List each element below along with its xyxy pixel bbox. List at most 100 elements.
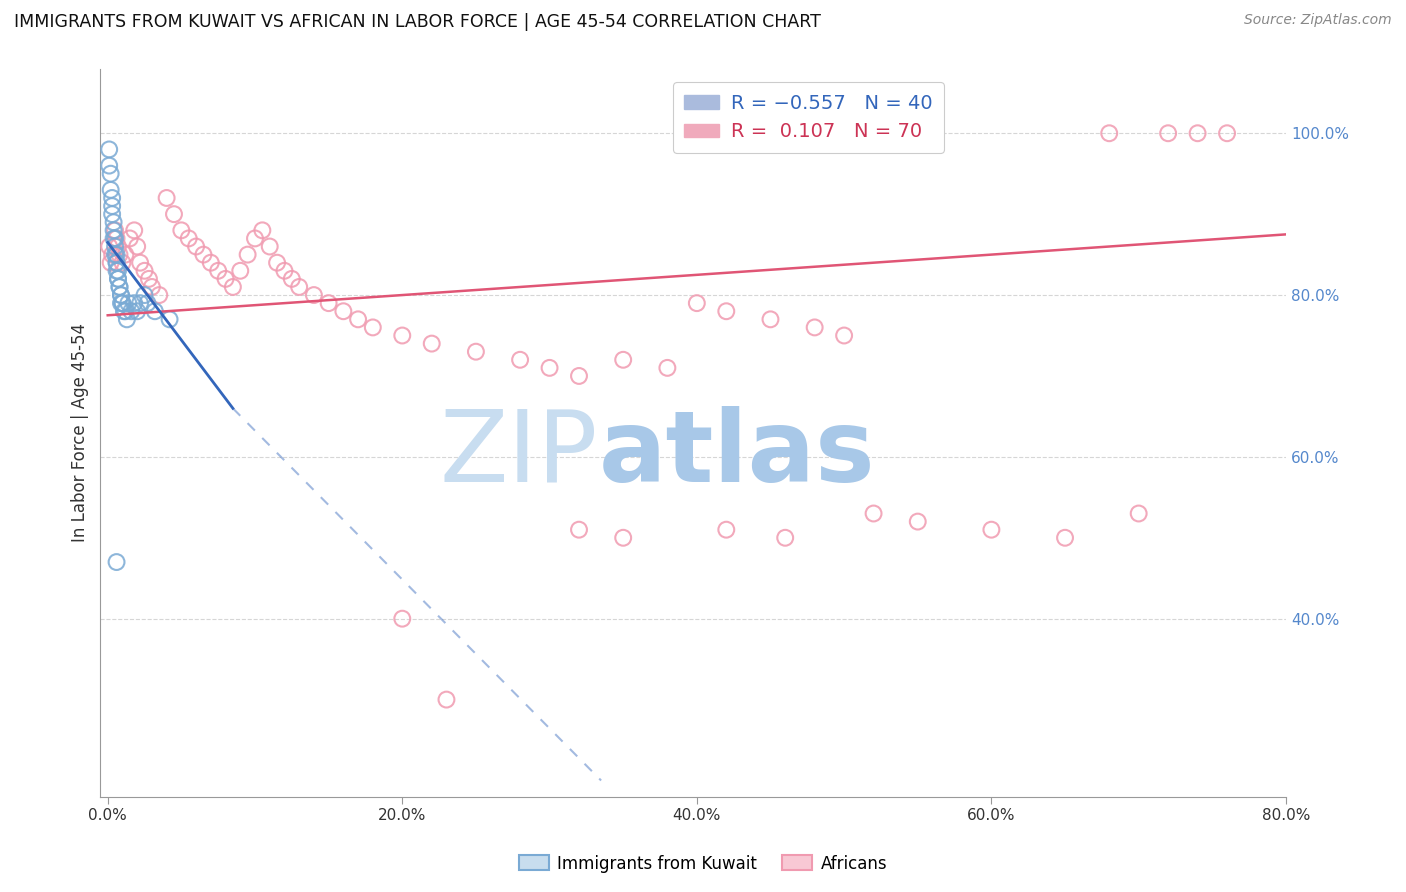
Point — [111, 296, 134, 310]
Point — [612, 352, 634, 367]
Point — [103, 231, 125, 245]
Point — [115, 312, 138, 326]
Point — [177, 231, 200, 245]
Point — [716, 523, 738, 537]
Point — [120, 304, 142, 318]
Point — [122, 223, 145, 237]
Point — [568, 523, 591, 537]
Point — [318, 296, 340, 310]
Point — [107, 264, 129, 278]
Point — [170, 223, 193, 237]
Point — [127, 239, 149, 253]
Point — [103, 223, 125, 237]
Point — [104, 239, 127, 253]
Point — [657, 360, 679, 375]
Point — [1128, 507, 1150, 521]
Point — [110, 288, 132, 302]
Point — [148, 288, 170, 302]
Point — [110, 288, 132, 302]
Point — [100, 183, 122, 197]
Point — [686, 296, 709, 310]
Point — [107, 272, 129, 286]
Point — [612, 531, 634, 545]
Point — [104, 231, 127, 245]
Text: atlas: atlas — [599, 406, 875, 503]
Point — [222, 280, 245, 294]
Point — [391, 612, 413, 626]
Y-axis label: In Labor Force | Age 45-54: In Labor Force | Age 45-54 — [72, 323, 89, 542]
Point — [98, 239, 121, 253]
Point — [1157, 126, 1180, 140]
Point — [100, 167, 122, 181]
Point — [105, 256, 128, 270]
Point — [1098, 126, 1121, 140]
Point — [107, 272, 129, 286]
Point — [302, 288, 325, 302]
Point — [907, 515, 929, 529]
Point — [347, 312, 370, 326]
Point — [117, 296, 139, 310]
Point — [129, 256, 152, 270]
Text: ZIP: ZIP — [440, 406, 599, 503]
Point — [143, 304, 166, 318]
Point — [832, 328, 855, 343]
Point — [266, 256, 288, 270]
Point — [184, 239, 207, 253]
Point — [1053, 531, 1076, 545]
Point — [200, 256, 222, 270]
Point — [229, 264, 252, 278]
Point — [107, 239, 129, 253]
Point — [193, 247, 215, 261]
Point — [538, 360, 561, 375]
Point — [773, 531, 796, 545]
Text: IMMIGRANTS FROM KUWAIT VS AFRICAN IN LABOR FORCE | AGE 45-54 CORRELATION CHART: IMMIGRANTS FROM KUWAIT VS AFRICAN IN LAB… — [14, 13, 821, 31]
Point — [1216, 126, 1239, 140]
Point — [288, 280, 311, 294]
Point — [122, 296, 145, 310]
Point — [420, 336, 443, 351]
Point — [101, 207, 124, 221]
Point — [111, 296, 134, 310]
Point — [103, 215, 125, 229]
Point — [236, 247, 259, 261]
Point — [134, 288, 156, 302]
Point — [159, 312, 181, 326]
Point — [98, 143, 121, 157]
Point — [101, 199, 124, 213]
Legend: Immigrants from Kuwait, Africans: Immigrants from Kuwait, Africans — [512, 848, 894, 880]
Point — [98, 159, 121, 173]
Point — [281, 272, 304, 286]
Point — [163, 207, 186, 221]
Legend: R = −0.557   N = 40, R =  0.107   N = 70: R = −0.557 N = 40, R = 0.107 N = 70 — [672, 82, 945, 153]
Point — [391, 328, 413, 343]
Point — [129, 296, 152, 310]
Point — [803, 320, 825, 334]
Point — [108, 280, 131, 294]
Point — [361, 320, 384, 334]
Point — [118, 231, 141, 245]
Point — [259, 239, 281, 253]
Point — [1187, 126, 1209, 140]
Point — [105, 555, 128, 569]
Point — [716, 304, 738, 318]
Point — [127, 304, 149, 318]
Point — [138, 272, 160, 286]
Point — [100, 256, 122, 270]
Point — [980, 523, 1002, 537]
Point — [101, 247, 124, 261]
Point — [104, 223, 127, 237]
Point — [105, 256, 128, 270]
Point — [568, 368, 591, 383]
Point — [105, 264, 128, 278]
Point — [332, 304, 354, 318]
Point — [114, 247, 136, 261]
Point — [105, 231, 128, 245]
Point — [134, 264, 156, 278]
Point — [464, 344, 486, 359]
Point — [214, 272, 236, 286]
Point — [156, 191, 179, 205]
Point — [112, 304, 135, 318]
Point — [111, 256, 134, 270]
Point — [862, 507, 884, 521]
Point — [141, 280, 163, 294]
